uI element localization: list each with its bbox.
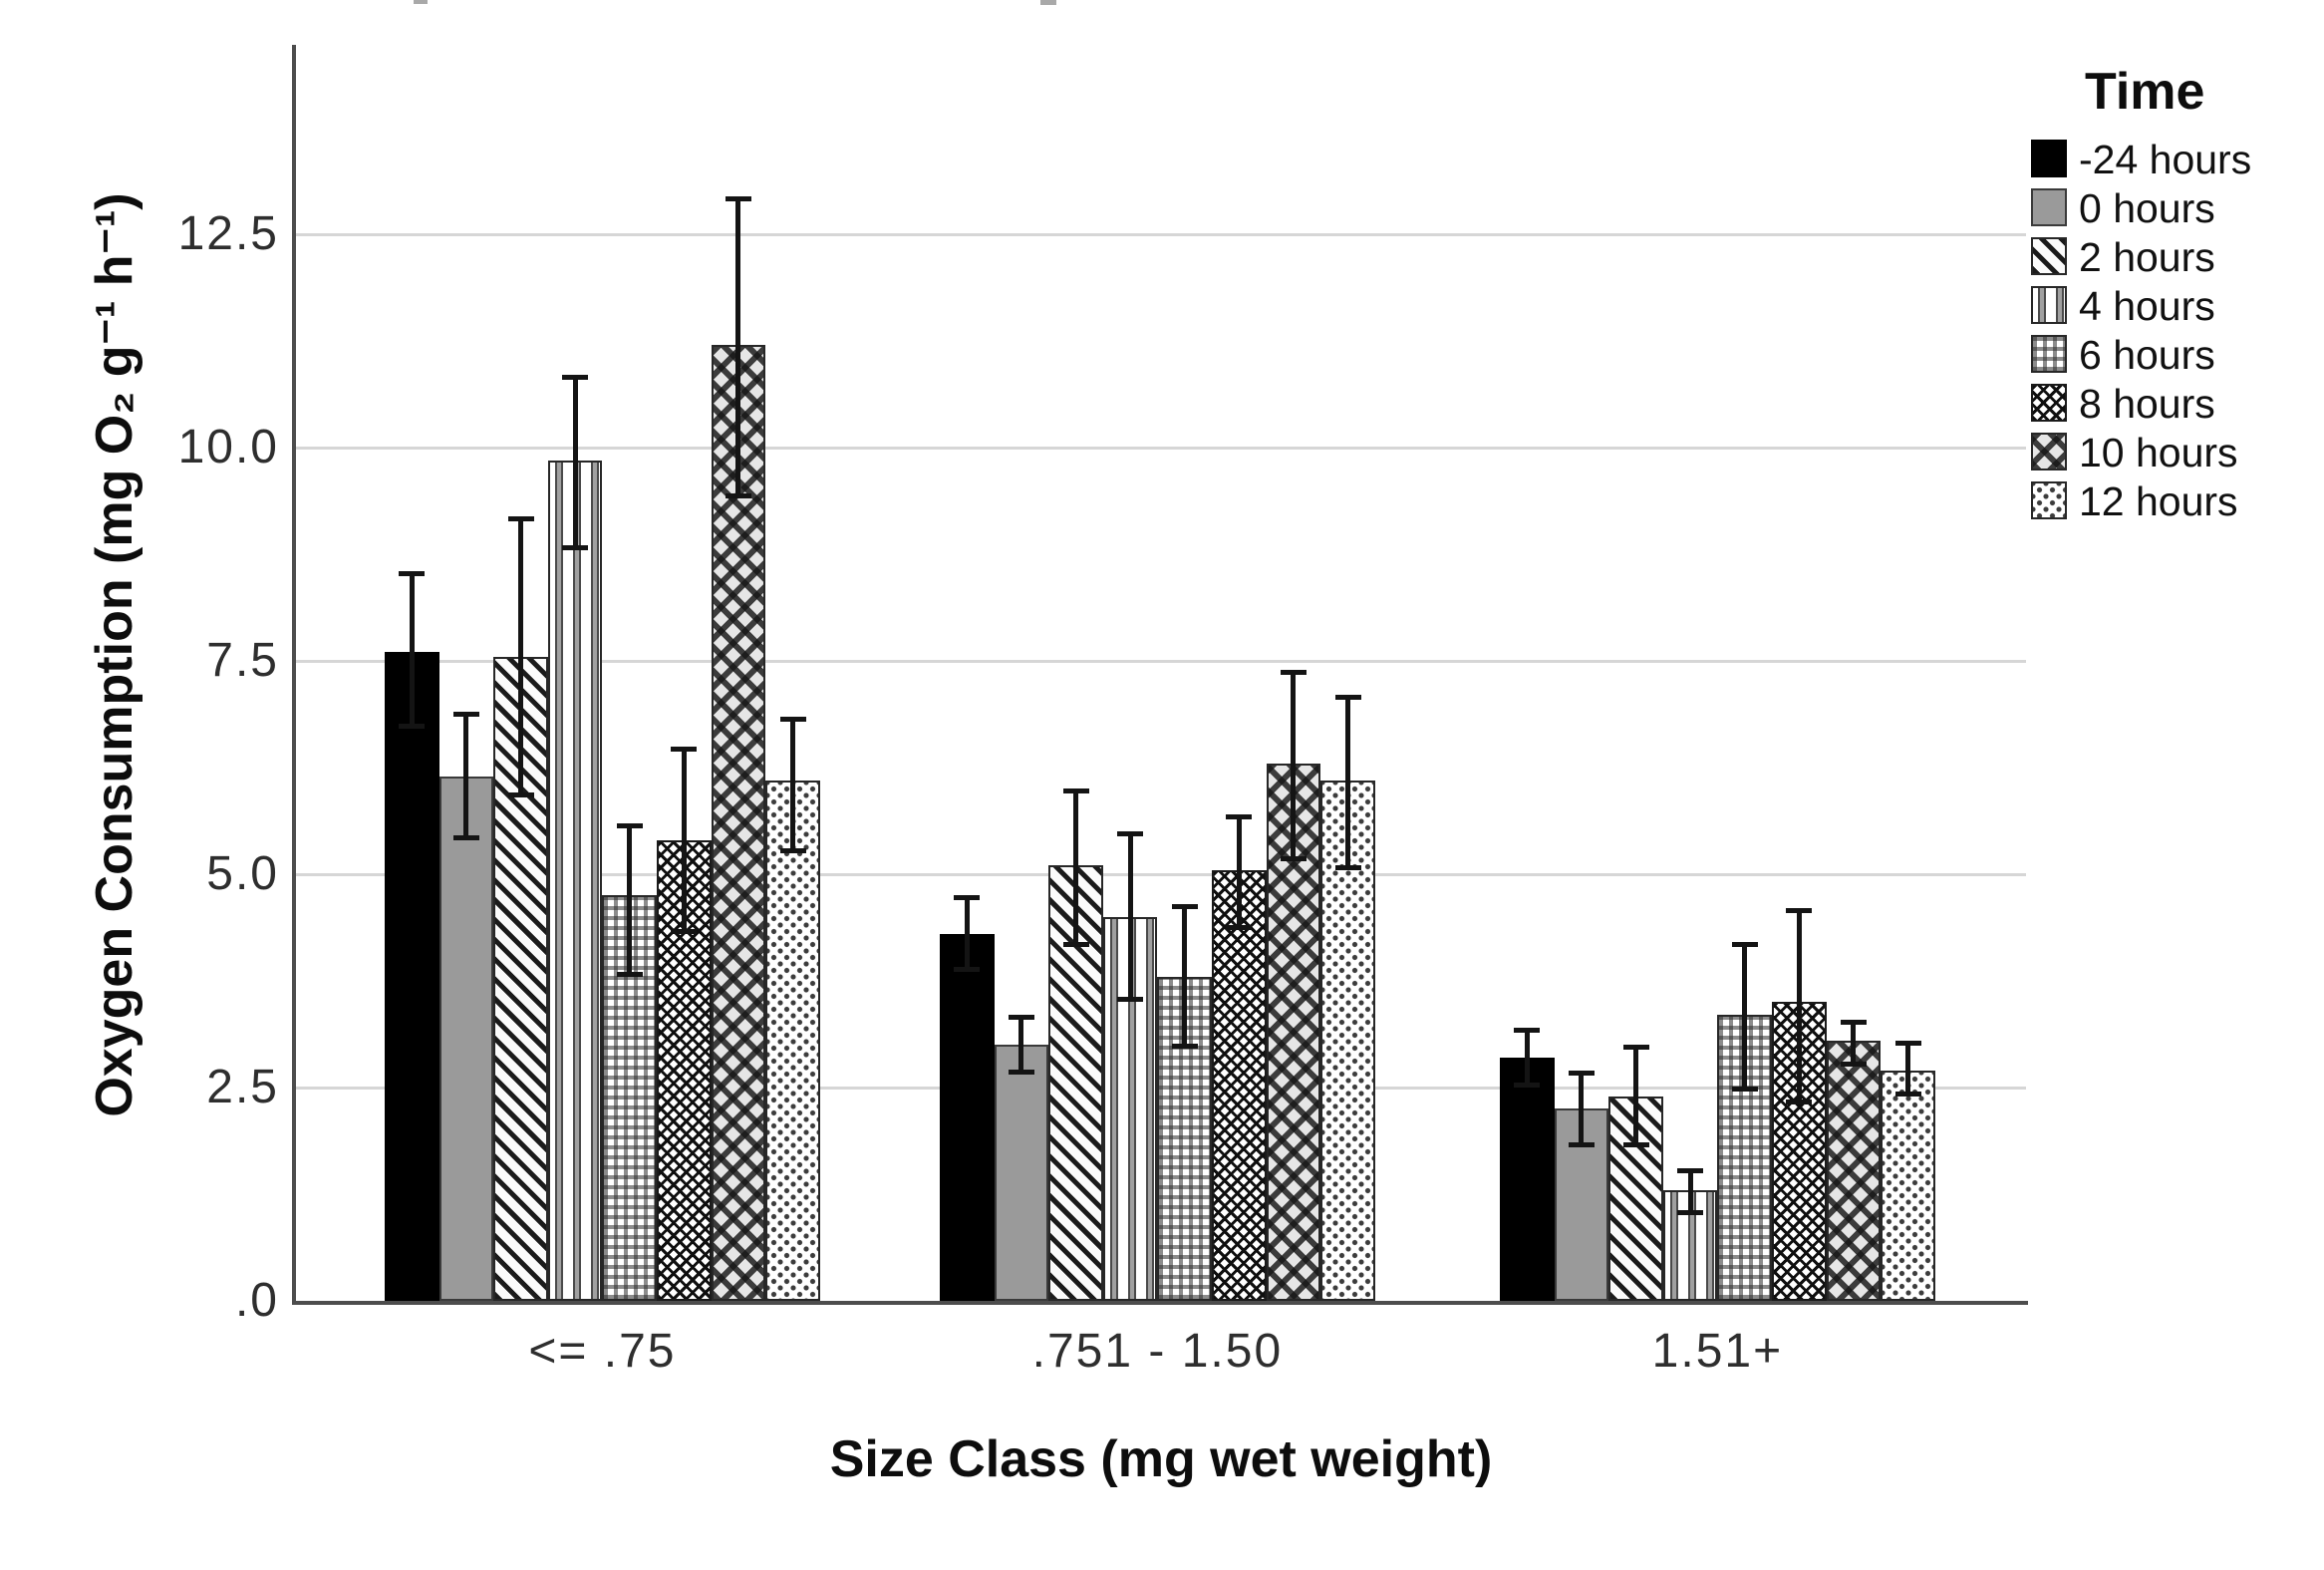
error-bar-2-hours-cat2 [1633,1045,1638,1147]
diagonal-stripes-swatch-icon [2031,237,2067,275]
error-bar-2-hours-cat0 [518,515,523,797]
legend-title: Time [2085,63,2205,121]
bar-0-hours-cat1 [994,1045,1049,1301]
bar-8-hours-cat2 [1772,1002,1827,1301]
bar-12-hours-cat0 [765,780,820,1301]
top-edge-artifact [414,0,428,4]
error-bar-10-hours-cat2 [1851,1019,1857,1067]
y-tick-label: .0 [234,1274,279,1327]
error-bar-10-hours-cat0 [735,195,741,499]
diamond-crosshatch-swatch-icon [2031,384,2067,422]
legend-item-label: 4 hours [2079,283,2215,329]
error-bar-0-hours-cat0 [463,712,469,840]
bar-10-hours-cat2 [1826,1040,1882,1301]
error-bar-12-hours-cat1 [1345,695,1350,870]
error-bar-6-hours-cat1 [1182,903,1188,1050]
x-axis-line [292,1301,2028,1305]
bar-0-hours-cat0 [438,776,494,1301]
error-bar-0-hours-cat2 [1579,1070,1585,1147]
error-bar-4-hours-cat0 [572,375,578,550]
x-category-label: 1.51+ [1651,1325,1784,1378]
legend-item-label: 6 hours [2079,332,2215,378]
gridline-7.5 [296,659,2026,663]
gridline-5.0 [296,872,2026,876]
dotted-swatch-icon [2031,481,2067,519]
legend-item-label: 0 hours [2079,185,2215,231]
bar-12-hours-cat2 [1881,1070,1935,1301]
legend-item-label: -24 hours [2079,137,2252,182]
bar--24-hours-cat1 [940,933,995,1301]
error-bar-0-hours-cat1 [1018,1015,1024,1076]
error-bar-8-hours-cat2 [1796,908,1802,1105]
error-bar-2-hours-cat1 [1073,788,1078,947]
error-bar--24-hours-cat1 [964,895,970,973]
top-edge-artifact [1040,0,1056,5]
error-bar-4-hours-cat1 [1127,831,1133,1003]
x-category-label: .751 - 1.50 [1031,1325,1284,1378]
error-bar-12-hours-cat2 [1905,1040,1910,1097]
plus-lattice-swatch-icon [2031,433,2067,471]
y-tick-label: 10.0 [177,421,279,474]
vertical-stripes-swatch-icon [2031,286,2067,324]
bar--24-hours-cat0 [385,652,439,1301]
error-bar-10-hours-cat1 [1291,669,1297,862]
y-tick-label: 7.5 [206,634,279,688]
bar-4-hours-cat0 [547,460,603,1301]
error-bar--24-hours-cat0 [409,571,415,730]
y-tick-label: 2.5 [206,1061,279,1113]
grid-check-swatch-icon [2031,335,2067,373]
legend-item-label: 10 hours [2079,430,2238,475]
error-bar-6-hours-cat0 [627,822,633,977]
x-axis-title: Size Class (mg wet weight) [829,1430,1493,1488]
error-bar-12-hours-cat0 [790,716,795,853]
error-bar-8-hours-cat0 [681,746,687,934]
gridline-10.0 [296,446,2026,450]
bar-10-hours-cat0 [711,345,766,1301]
y-tick-label: 12.5 [177,207,279,261]
solid-black-swatch-icon [2031,140,2067,177]
error-bar--24-hours-cat2 [1524,1028,1530,1088]
error-bar-6-hours-cat2 [1742,942,1748,1093]
x-category-label: <= .75 [528,1325,677,1378]
bar-8-hours-cat1 [1212,869,1267,1301]
y-axis-line [292,45,296,1305]
legend-item-label: 8 hours [2079,381,2215,427]
legend-item-label: 2 hours [2079,234,2215,280]
error-bar-8-hours-cat1 [1236,814,1242,930]
y-tick-label: 5.0 [206,847,279,900]
legend-item-label: 12 hours [2079,478,2238,524]
bar--24-hours-cat2 [1500,1058,1555,1301]
solid-gray-swatch-icon [2031,188,2067,226]
plot-area [296,45,2026,1301]
gridline-12.5 [296,232,2026,236]
error-bar-4-hours-cat2 [1687,1168,1693,1216]
